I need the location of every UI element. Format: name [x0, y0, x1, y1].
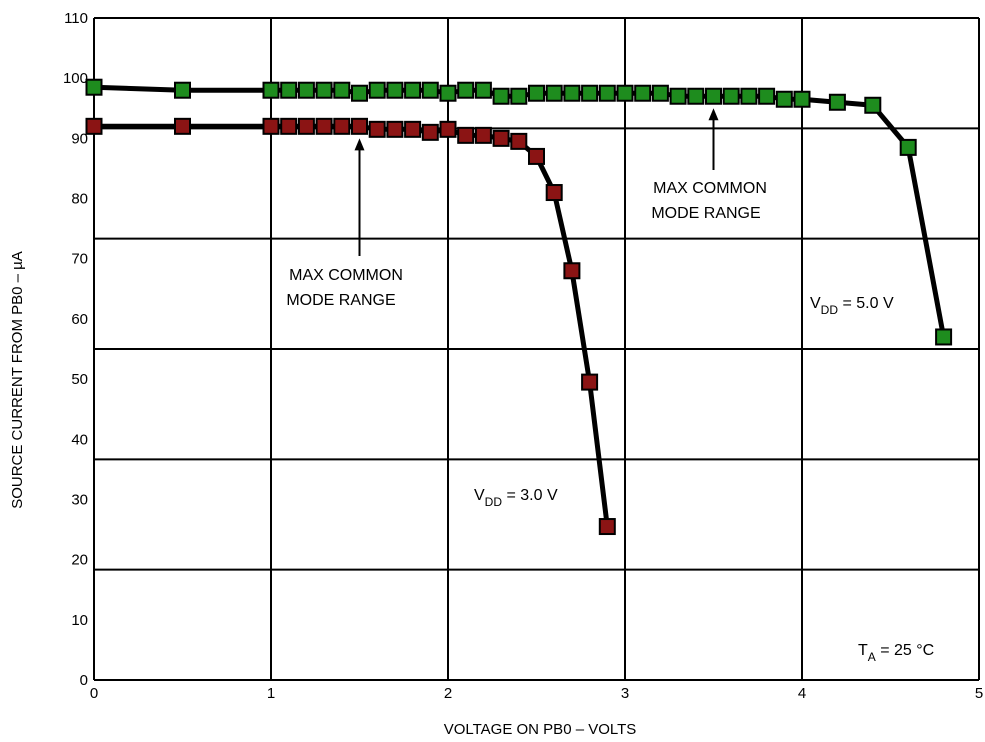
- data-point: [740, 87, 758, 105]
- data-point: [457, 81, 475, 99]
- data-point: [351, 117, 368, 135]
- data-point: [85, 78, 103, 96]
- data-point: [634, 84, 652, 102]
- annotation-arrow-head: [708, 108, 719, 121]
- y-tick-label: 10: [71, 612, 88, 629]
- y-tick-label: 50: [71, 371, 88, 388]
- data-point: [474, 126, 492, 144]
- annotation-3v-line2: MODE RANGE: [286, 292, 395, 309]
- x-tick-label: 4: [798, 685, 806, 702]
- data-point: [174, 117, 191, 135]
- data-point: [705, 87, 722, 105]
- x-tick-label: 5: [975, 685, 983, 702]
- y-axis-label: SOURCE CURRENT FROM PB0 – µA: [9, 251, 26, 509]
- y-tick-label: 30: [71, 491, 88, 508]
- x-tick-label: 2: [444, 685, 452, 702]
- data-point: [545, 84, 563, 102]
- data-point: [351, 84, 368, 102]
- y-tick-label: 90: [71, 130, 88, 147]
- x-axis-label: VOLTAGE ON PB0 – VOLTS: [444, 721, 637, 738]
- grid: [93, 17, 980, 681]
- x-tick-label: 1: [267, 685, 275, 702]
- data-point: [669, 87, 687, 105]
- data-point: [85, 117, 103, 135]
- data-point: [616, 84, 634, 102]
- data-point: [280, 117, 298, 135]
- x-tick-label: 3: [621, 685, 629, 702]
- data-point: [935, 328, 953, 346]
- y-tick-label: 100: [63, 70, 88, 87]
- annotations: [354, 108, 719, 256]
- series-markers: [85, 78, 953, 536]
- y-tick-label: 20: [71, 552, 88, 569]
- temperature-label: TA = 25 °C: [858, 642, 934, 664]
- data-point: [262, 117, 280, 135]
- data-point: [457, 126, 475, 144]
- data-point: [828, 93, 846, 111]
- data-point: [581, 373, 599, 391]
- data-point: [492, 87, 510, 105]
- y-tick-label: 40: [71, 431, 88, 448]
- data-point: [421, 81, 439, 99]
- y-tick-label: 0: [80, 672, 88, 689]
- data-point: [439, 84, 457, 102]
- y-tick-label: 60: [71, 311, 88, 328]
- y-tick-label: 80: [71, 191, 88, 208]
- data-point: [492, 129, 510, 147]
- data-point: [722, 87, 740, 105]
- data-point: [598, 518, 616, 536]
- y-tick-labels: 0 10 20 30 40 50 60 70 80 90 100 110: [63, 10, 88, 689]
- data-point: [510, 87, 528, 105]
- data-point: [528, 84, 545, 102]
- annotation-5v-line2: MODE RANGE: [651, 205, 760, 222]
- data-point: [439, 120, 457, 138]
- data-point: [368, 120, 386, 138]
- data-point: [386, 81, 404, 99]
- data-point: [545, 184, 563, 202]
- x-tick-labels: 0 1 2 3 4 5: [90, 685, 983, 702]
- data-point: [404, 120, 422, 138]
- data-point: [563, 262, 581, 280]
- data-point: [368, 81, 386, 99]
- data-point: [297, 117, 315, 135]
- data-point: [474, 81, 492, 99]
- data-point: [598, 84, 616, 102]
- data-point: [899, 138, 917, 156]
- annotation-5v-line1: MAX COMMON: [653, 180, 767, 197]
- y-tick-label: 110: [64, 10, 88, 27]
- annotation-3v-line1: MAX COMMON: [289, 267, 403, 284]
- data-point: [404, 81, 422, 99]
- data-point: [563, 84, 581, 102]
- data-point: [651, 84, 669, 102]
- data-point: [174, 81, 191, 99]
- data-point: [775, 90, 793, 108]
- data-point: [333, 81, 351, 99]
- series-line-1: [94, 123, 610, 527]
- series-label-vdd-5v: VDD = 5.0 V: [810, 295, 894, 317]
- series-label-vdd-3v: VDD = 3.0 V: [474, 487, 558, 509]
- x-tick-label: 0: [90, 685, 98, 702]
- y-tick-label: 70: [71, 251, 88, 268]
- data-point: [528, 147, 545, 165]
- data-point: [315, 117, 333, 135]
- data-point: [687, 87, 705, 105]
- data-point: [333, 117, 351, 135]
- annotation-arrow-head: [354, 138, 365, 151]
- data-point: [297, 81, 315, 99]
- data-point: [581, 84, 599, 102]
- data-point: [280, 81, 298, 99]
- data-point: [315, 81, 333, 99]
- data-point: [421, 123, 439, 141]
- data-point: [793, 90, 811, 108]
- data-point: [864, 96, 882, 114]
- data-point: [262, 81, 280, 99]
- data-point: [386, 120, 404, 138]
- data-point: [510, 132, 528, 150]
- data-point: [758, 87, 776, 105]
